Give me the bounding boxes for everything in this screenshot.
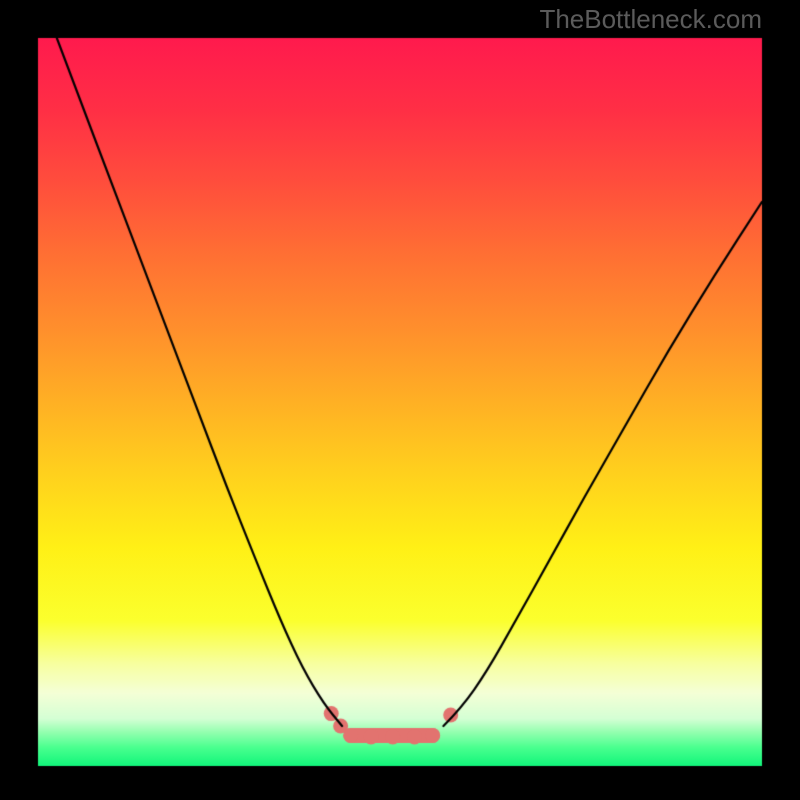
bottleneck-curve-chart (0, 0, 800, 800)
watermark-text: TheBottleneck.com (539, 6, 762, 32)
